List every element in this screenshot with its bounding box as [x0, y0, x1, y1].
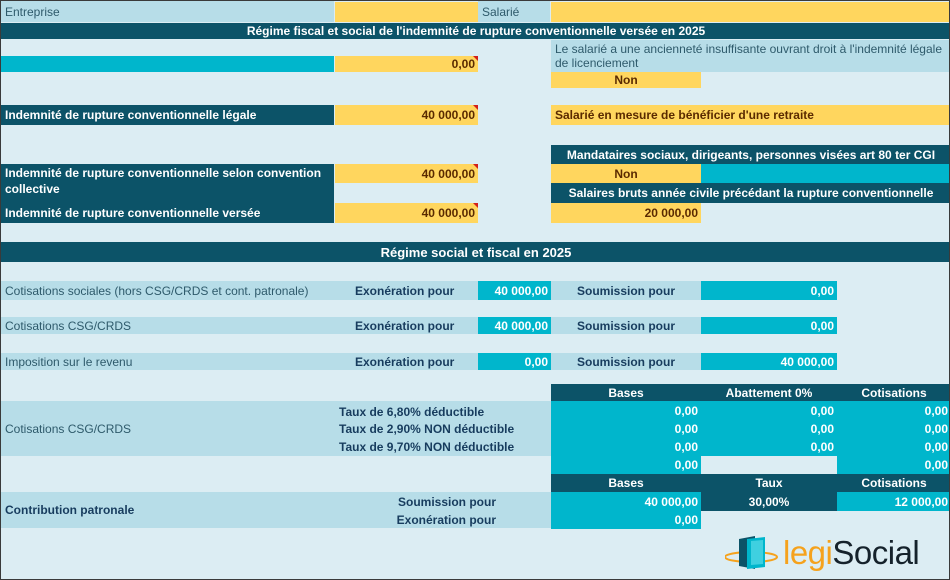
csg-base: 0,00 [674, 403, 698, 418]
row1-input[interactable]: 0,00 [335, 56, 478, 72]
csg-base: 0,00 [674, 440, 698, 454]
patronale-header-bases: Bases [551, 474, 701, 492]
csg-abattement: 0,00 [810, 440, 834, 454]
soumission-label: Soumission pour [551, 317, 701, 334]
exoneration-value: 40 000,00 [478, 317, 551, 334]
csg-base: 0,00 [674, 421, 698, 436]
csg-header-abattement: Abattement 0% [701, 384, 837, 401]
exoneration-label: Exonération pour [355, 354, 455, 369]
csg-rate-label: Taux de 2,90% NON déductible [339, 422, 515, 436]
csg-total-base: 0,00 [674, 458, 698, 472]
logo-book-icon [725, 536, 778, 569]
exoneration-value: 40 000,00 [478, 281, 551, 300]
patronale-soumission-base: 40 000,00 [551, 492, 701, 511]
legisocial-logo: legi Social [725, 533, 925, 573]
soumission-value: 40 000,00 [701, 353, 837, 370]
exoneration-label: Exonération pour [355, 283, 455, 298]
logo-text-social: Social [832, 534, 920, 571]
patronale-header-cotisations: Cotisations [837, 474, 949, 492]
csg-total-gap [701, 456, 837, 474]
anciennete-select[interactable]: Non [551, 72, 701, 88]
csg-cotisation: 0,00 [924, 440, 948, 454]
csg-rate-label: Taux de 6,80% déductible [339, 404, 485, 419]
csg-total-cotisation: 0,00 [924, 458, 948, 472]
anciennete-label: Le salarié a une ancienneté insuffisante… [551, 40, 949, 72]
exoneration-label: Exonération pour [355, 318, 455, 333]
soumission-value: 0,00 [701, 317, 837, 334]
soumission-value: 0,00 [701, 281, 837, 300]
salarie-label: Salarié [478, 1, 550, 22]
csg-header-cotisations: Cotisations [837, 384, 949, 401]
patronale-exoneration-label: Exonération pour [396, 513, 496, 527]
csg-section-label: Cotisations CSG/CRDS [1, 401, 551, 456]
csg-abattement: 0,00 [810, 403, 834, 418]
salarie-input[interactable] [551, 2, 949, 22]
entreprise-input[interactable] [335, 2, 478, 22]
main-title: Régime fiscal et social de l'indemnité d… [1, 23, 949, 39]
salaires-label: Salaires bruts année civile précédant la… [551, 183, 949, 203]
patronale-taux: 30,00% [701, 492, 837, 511]
csg-cotisation: 0,00 [924, 403, 948, 418]
logo-text-legi: legi [783, 534, 833, 571]
csg-abattement: 0,00 [810, 421, 834, 436]
csg-rate-label: Taux de 9,70% NON déductible [339, 440, 515, 454]
regime-title: Régime social et fiscal en 2025 [1, 242, 949, 262]
csg-cotisation: 0,00 [924, 421, 948, 436]
patronale-section-label: Contribution patronale [1, 492, 551, 528]
csg-header-bases: Bases [551, 384, 701, 401]
versee-label: Indemnité de rupture conventionnelle ver… [1, 203, 334, 223]
convention-input[interactable]: 40 000,00 [335, 164, 478, 183]
patronale-exoneration-base: 0,00 [551, 511, 701, 529]
regime-row-label: Cotisations sociales (hors CSG/CRDS et c… [1, 281, 478, 300]
legale-input[interactable]: 40 000,00 [335, 105, 478, 125]
mandataires-filler [701, 164, 949, 183]
patronale-soumission-label: Soumission pour [397, 495, 496, 509]
retraite-label[interactable]: Salarié en mesure de bénéficier d'une re… [551, 105, 949, 125]
row1-label [1, 56, 334, 72]
patronale-header-taux: Taux [701, 474, 837, 492]
regime-row-label: Cotisations CSG/CRDS [1, 317, 478, 334]
soumission-label: Soumission pour [551, 353, 701, 370]
soumission-label: Soumission pour [551, 281, 701, 300]
exoneration-value: 0,00 [478, 353, 551, 370]
convention-label: Indemnité de rupture conventionnelle sel… [1, 164, 334, 203]
regime-row-label: Imposition sur le revenu [1, 353, 478, 370]
patronale-cotisation: 12 000,00 [837, 492, 949, 511]
legale-label: Indemnité de rupture conventionnelle lég… [1, 105, 334, 125]
mandataires-label: Mandataires sociaux, dirigeants, personn… [551, 145, 949, 164]
mandataires-select[interactable]: Non [551, 164, 701, 183]
versee-input[interactable]: 40 000,00 [335, 203, 478, 223]
entreprise-label: Entreprise [1, 1, 334, 22]
salaires-input[interactable]: 20 000,00 [551, 203, 701, 223]
